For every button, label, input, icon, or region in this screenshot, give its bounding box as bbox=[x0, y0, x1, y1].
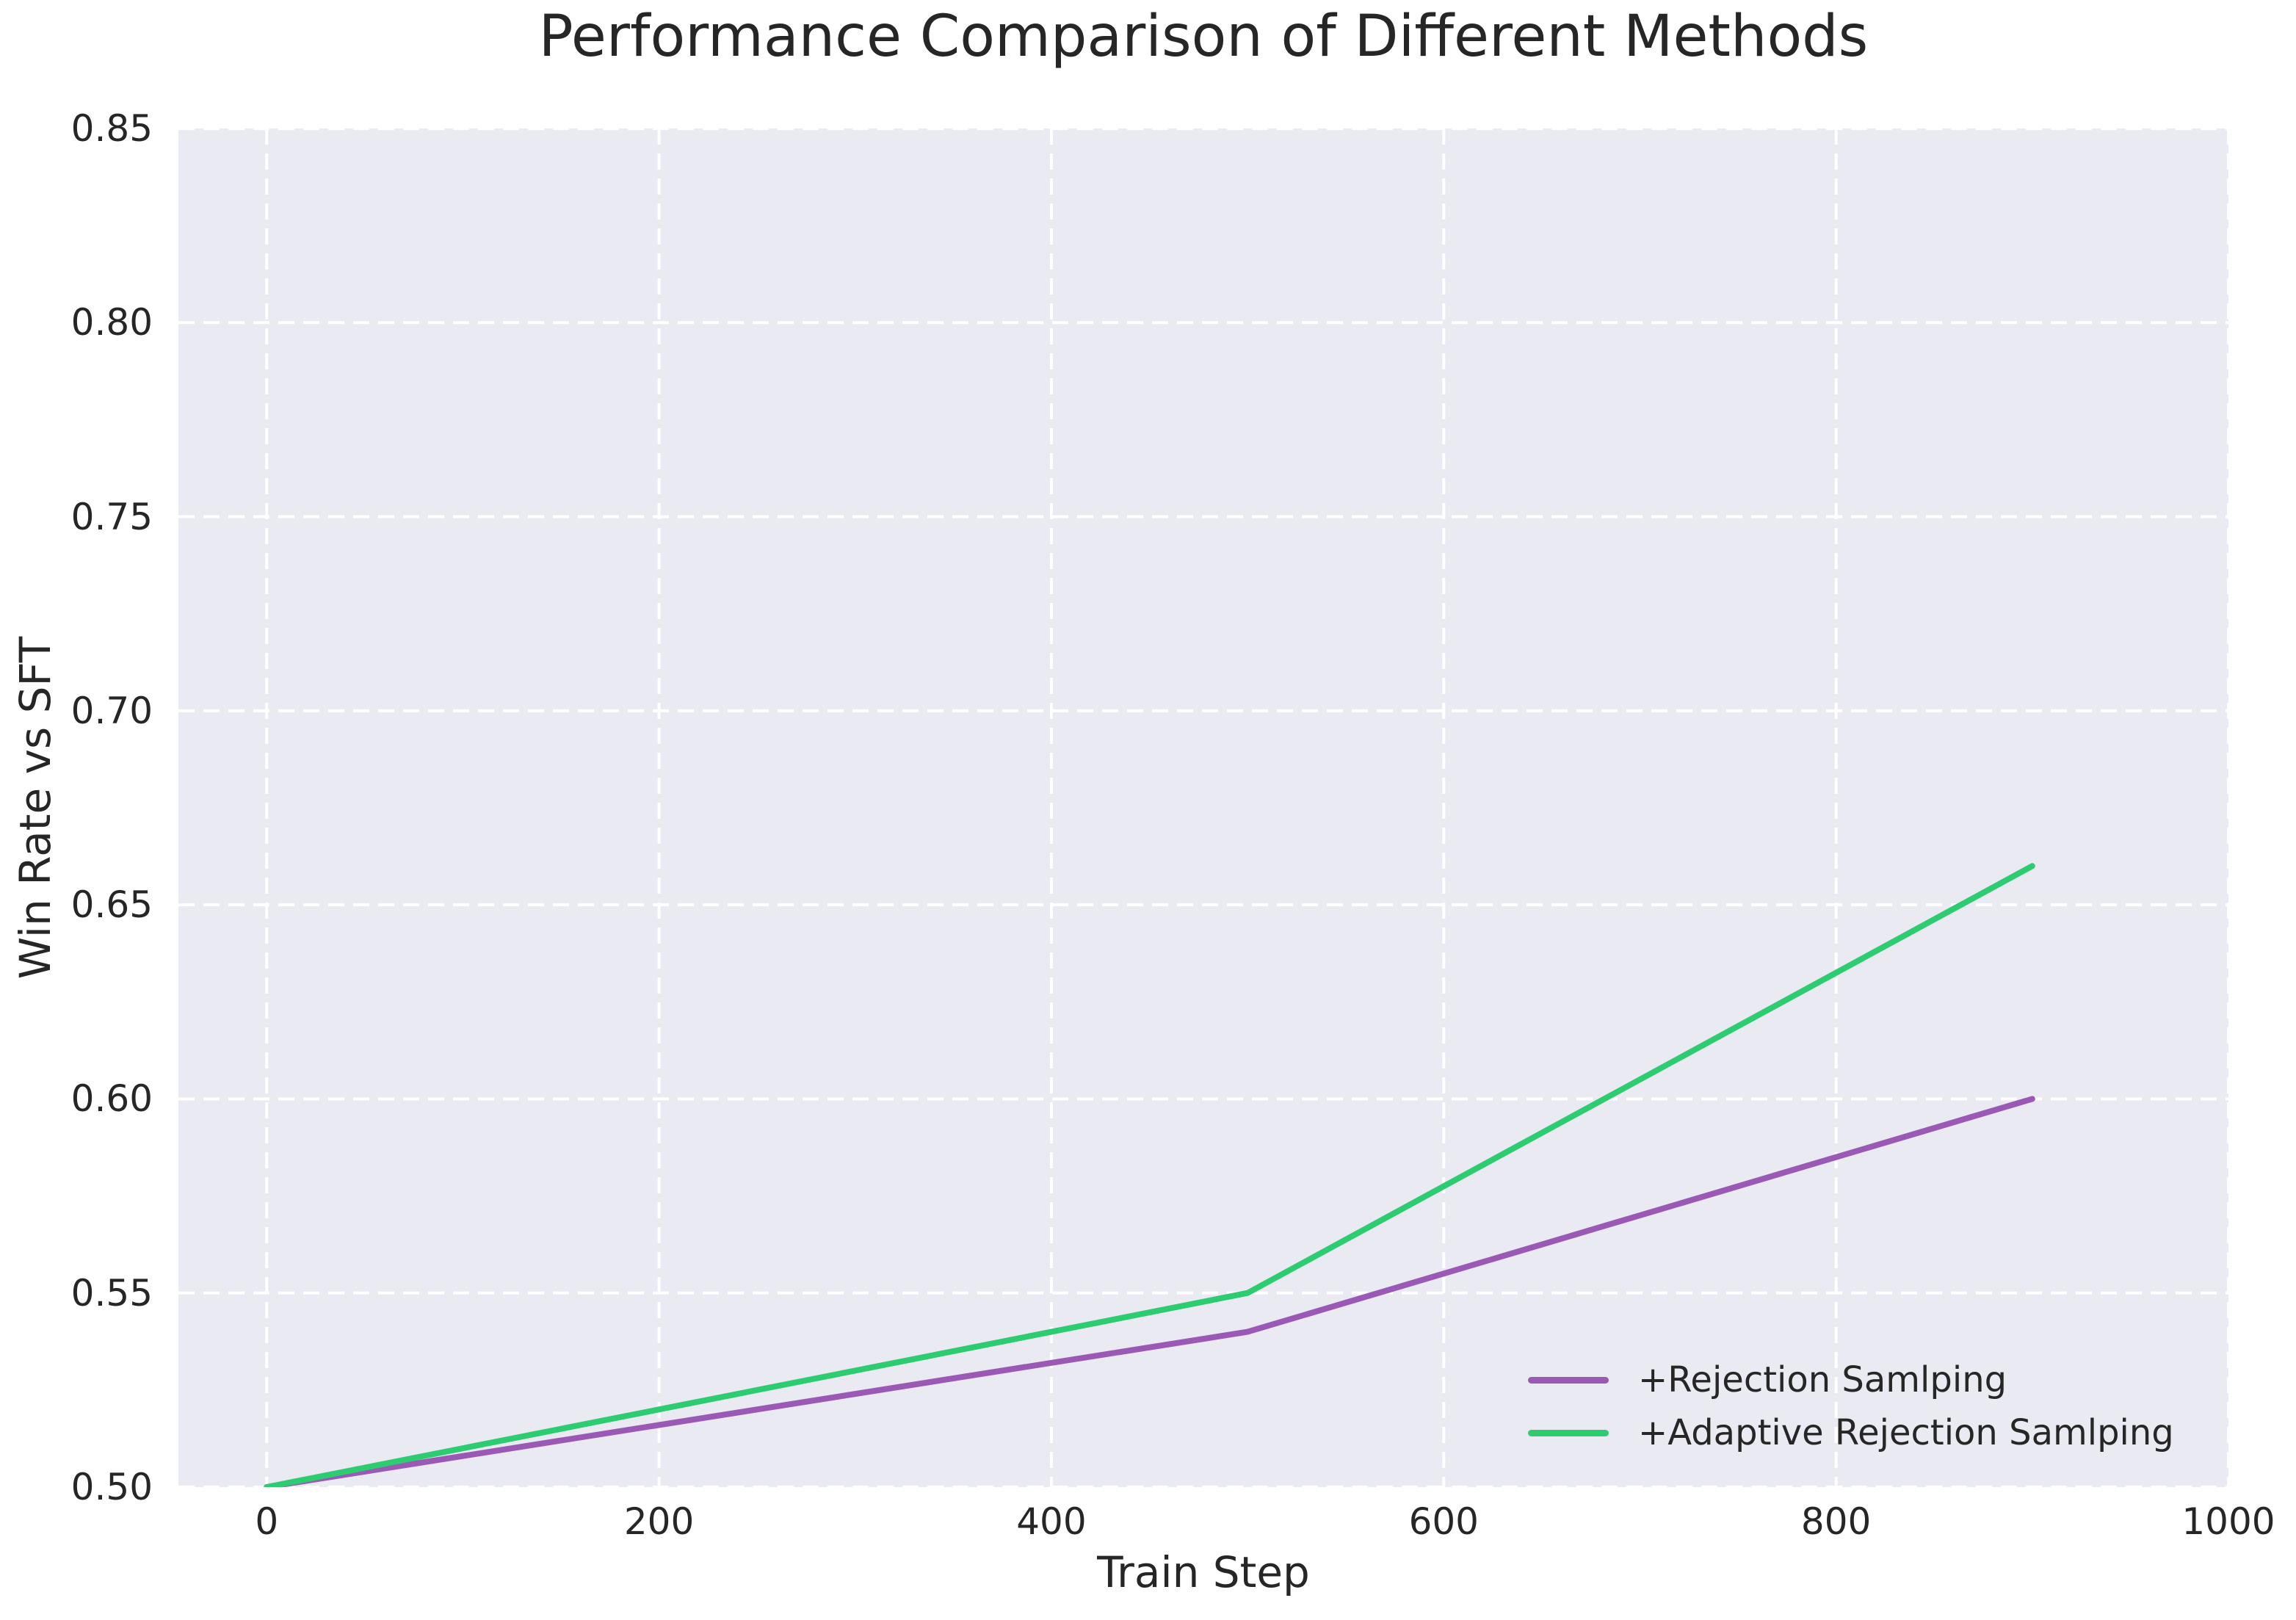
x-tick-label: 400 bbox=[1016, 1500, 1087, 1543]
legend-line-swatch bbox=[1528, 1376, 1609, 1384]
legend-label: +Rejection Samlping bbox=[1638, 1359, 2007, 1400]
legend-row: +Rejection Samlping bbox=[1528, 1353, 2174, 1406]
y-tick-label: 0.80 bbox=[70, 301, 153, 344]
chart-canvas bbox=[178, 129, 2228, 1487]
y-tick-label: 0.75 bbox=[70, 495, 153, 538]
y-tick-label: 0.55 bbox=[70, 1271, 153, 1315]
legend: +Rejection Samlping +Adaptive Rejection S… bbox=[1528, 1353, 2174, 1459]
x-tick-label: 600 bbox=[1408, 1500, 1479, 1543]
y-tick-label: 0.50 bbox=[70, 1466, 153, 1508]
x-tick-label: 1000 bbox=[2181, 1500, 2275, 1543]
legend-label: +Adaptive Rejection Samlping bbox=[1638, 1412, 2174, 1453]
chart-title: Performance Comparison of Different Meth… bbox=[538, 4, 1869, 70]
x-tick-label: 800 bbox=[1800, 1500, 1872, 1543]
plot-area: +Rejection Samlping +Adaptive Rejection S… bbox=[178, 129, 2228, 1487]
series-line--adaptive-rejection-samlping bbox=[264, 863, 2035, 1487]
x-axis-label: Train Step bbox=[1097, 1547, 1310, 1597]
x-tick-label: 0 bbox=[255, 1500, 279, 1543]
y-tick-label: 0.60 bbox=[70, 1077, 153, 1121]
x-tick-label: 200 bbox=[623, 1500, 695, 1543]
y-tick-label: 0.85 bbox=[70, 107, 153, 150]
y-axis-label: Win Rate vs SFT bbox=[10, 636, 60, 980]
y-tick-label: 0.65 bbox=[70, 883, 153, 927]
gridlines bbox=[178, 129, 2228, 1487]
y-tick-label: 0.70 bbox=[70, 689, 153, 732]
series-lines bbox=[264, 863, 2035, 1487]
legend-row: +Adaptive Rejection Samlping bbox=[1528, 1406, 2174, 1459]
legend-line-swatch bbox=[1528, 1429, 1609, 1436]
series-line--rejection-samlping bbox=[264, 1096, 2035, 1487]
